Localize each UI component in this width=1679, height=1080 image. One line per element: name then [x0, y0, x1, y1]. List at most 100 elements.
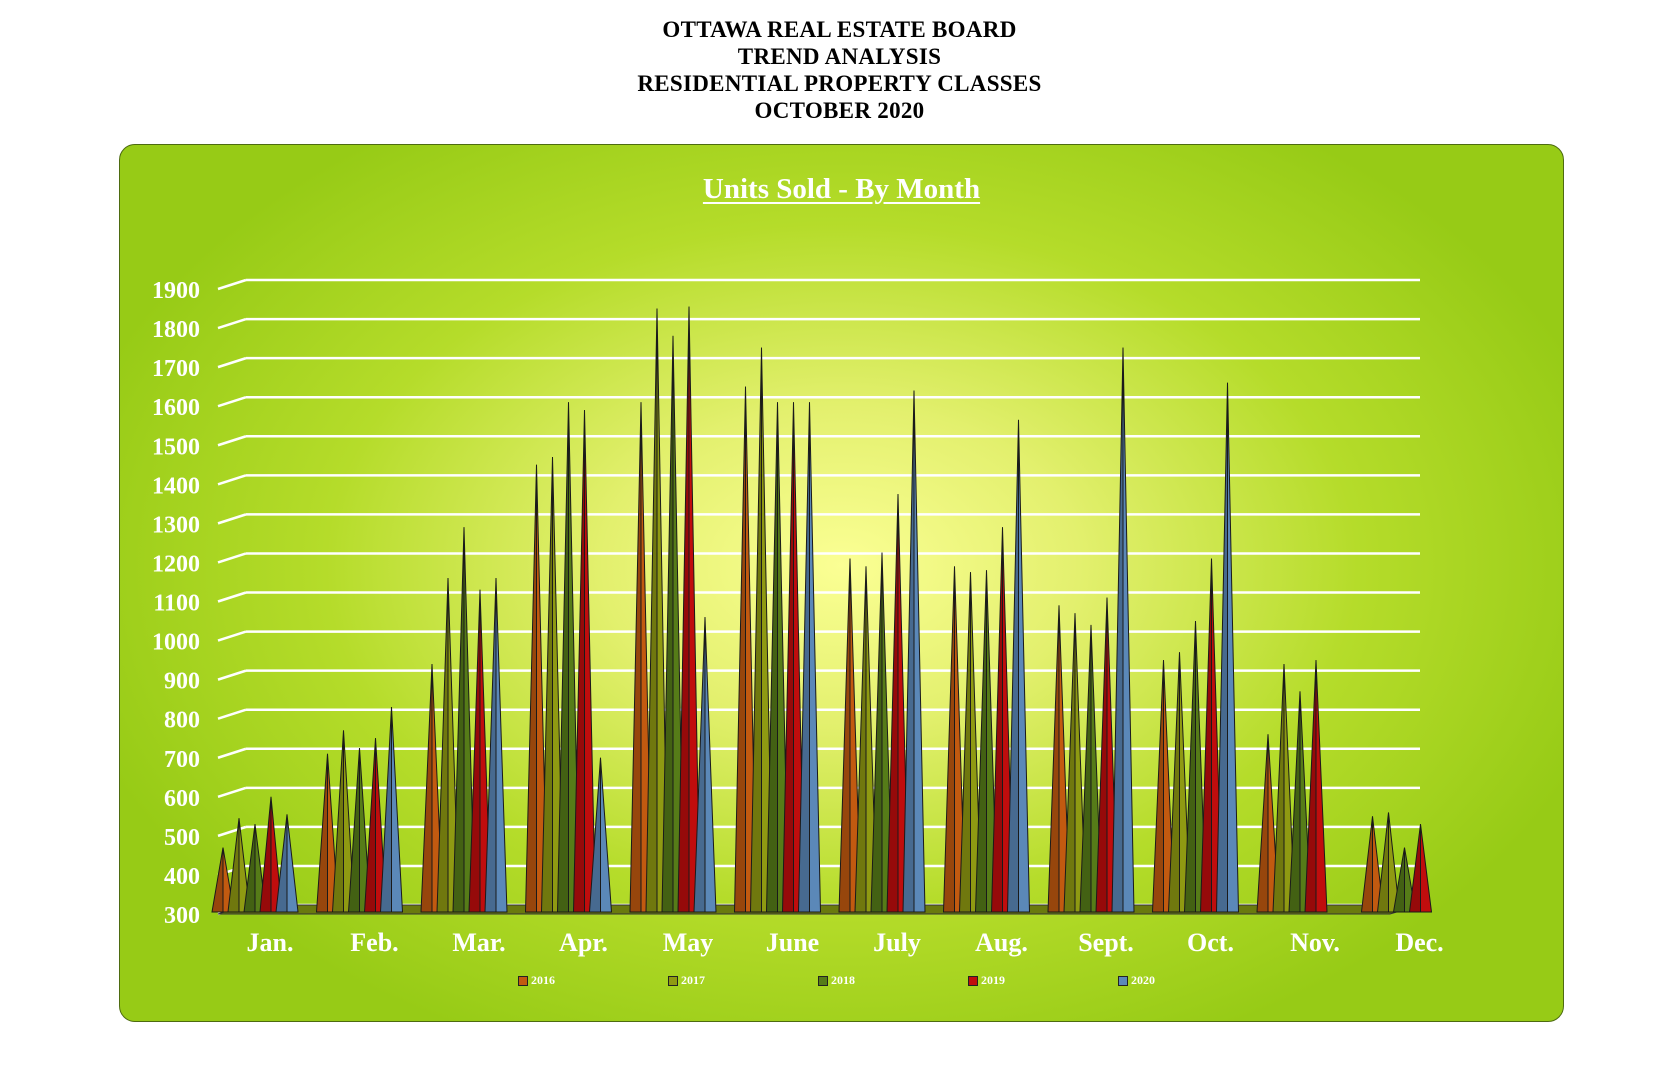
bar-cone [854, 566, 867, 913]
legend-label: 2017 [681, 973, 705, 987]
gridline [217, 786, 247, 799]
report-header: OTTAWA REAL ESTATE BOARD TREND ANALYSIS … [0, 16, 1679, 124]
bar-cone [1018, 419, 1031, 913]
y-tick-label: 300 [164, 903, 200, 929]
y-tick-label: 1500 [152, 434, 200, 460]
gridline [217, 708, 247, 720]
header-line-3: RESIDENTIAL PROPERTY CLASSES [637, 71, 1042, 96]
bar-cone [286, 814, 299, 913]
bar-cone [1199, 558, 1212, 913]
bar-cone [1063, 613, 1076, 913]
bar-cone [1167, 652, 1180, 913]
y-tick-label: 1600 [152, 395, 200, 421]
legend-label: 2016 [531, 973, 555, 987]
bar-cone [452, 527, 465, 913]
bar-cone [733, 386, 746, 913]
x-tick-label: Mar. [452, 928, 505, 957]
bar-cone [347, 747, 360, 913]
y-tick-label: 1100 [153, 591, 200, 617]
bar-cone [315, 753, 328, 913]
gridline [217, 825, 247, 838]
chart-title: Units Sold - By Month [702, 173, 981, 205]
y-tick-label: 1300 [152, 512, 200, 538]
gridline [217, 630, 247, 642]
chart-panel: Units Sold - By Month 300 400 500 600 700 800… [119, 144, 1564, 1022]
bar-cone [584, 410, 597, 913]
gridline [217, 591, 247, 603]
bar-cone [1227, 382, 1240, 913]
legend-swatch [968, 975, 978, 986]
legend-swatch [518, 975, 528, 986]
bar-cone [942, 566, 955, 913]
bar-cone [838, 558, 851, 913]
bar-cone [704, 617, 717, 913]
gridline [217, 435, 247, 447]
legend-label: 2020 [1131, 973, 1155, 987]
bar-cone [1079, 624, 1092, 913]
bar-cone [600, 757, 613, 913]
gridline [217, 552, 247, 564]
bar-cone [629, 402, 642, 913]
bar-cone [974, 570, 987, 913]
legend-swatch [668, 975, 678, 986]
x-tick-label: Oct. [1187, 928, 1234, 957]
bar-cone [1288, 691, 1301, 913]
x-tick-label: Sept. [1078, 928, 1134, 957]
y-tick-label: 1700 [152, 356, 200, 382]
legend-label: 2019 [981, 973, 1005, 987]
legend-item: 2016 [518, 973, 555, 988]
gridline [217, 356, 247, 369]
legend-label: 2018 [831, 973, 855, 987]
bar-cone [1122, 347, 1135, 913]
y-tick-label: 1800 [152, 317, 200, 343]
bar-cone [1111, 347, 1124, 913]
x-tick-label: Aug. [975, 928, 1028, 957]
bar-cone [1151, 660, 1164, 913]
bar-cone [572, 410, 585, 913]
gridline [217, 513, 247, 525]
bar-cone [809, 402, 822, 913]
x-tick-label: May [663, 928, 714, 957]
x-tick-label: July [873, 928, 921, 957]
bar-cone [870, 552, 883, 913]
x-tick-label: June [766, 928, 819, 957]
y-tick-label: 400 [164, 864, 200, 890]
bar-cone [749, 347, 762, 913]
y-tick-label: 500 [164, 825, 200, 851]
bar-cone [540, 456, 553, 913]
bar-cone [331, 730, 344, 913]
bar-cone [243, 824, 256, 913]
gridline [217, 747, 247, 759]
x-tick-label: Nov. [1290, 928, 1340, 957]
bar-cone [524, 464, 537, 913]
bar-cone [1315, 660, 1328, 913]
bar-cone [797, 402, 810, 913]
y-tick-label: 700 [164, 747, 200, 773]
bar-cone [1215, 382, 1228, 913]
gridline [217, 317, 247, 330]
legend-item: 2019 [968, 973, 1005, 988]
header-line-1: OTTAWA REAL ESTATE BOARD [662, 17, 1017, 42]
bar-cone [765, 402, 778, 913]
bar-cone [1420, 824, 1433, 913]
bar-cone [990, 527, 1003, 913]
bar-cone [661, 335, 674, 913]
bar-cone [1256, 734, 1269, 913]
x-tick-label: Jan. [247, 928, 294, 957]
bar-cone [436, 578, 449, 913]
bar-cone [1006, 419, 1019, 913]
units-sold-chart: 300 400 500 600 700 800 900 1000 1100 1200 1300 140… [152, 278, 1444, 957]
bar-cone [1183, 621, 1196, 913]
y-tick-label: 600 [164, 786, 200, 812]
bar-cone [781, 402, 794, 913]
bar-cone [484, 578, 497, 913]
y-tick-label: 800 [164, 708, 200, 734]
bar-cone [211, 847, 224, 913]
legend-item: 2018 [818, 973, 855, 988]
x-tick-label: Apr. [559, 928, 608, 957]
gridline [217, 395, 247, 408]
x-tick-label: Dec. [1395, 928, 1443, 957]
bar-cone [886, 494, 899, 913]
gridline [217, 474, 247, 486]
bar-cone [1304, 660, 1317, 913]
